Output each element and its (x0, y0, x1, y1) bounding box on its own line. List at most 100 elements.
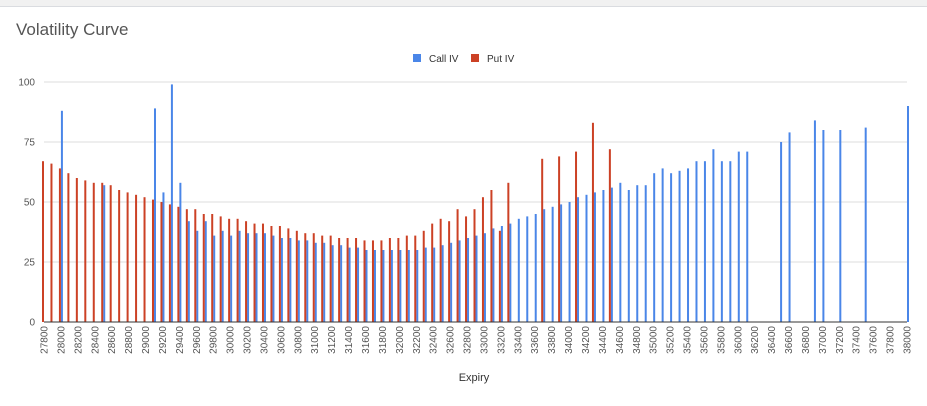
call-iv-bar-36000 (737, 151, 740, 322)
y-tick-label: 0 (29, 318, 35, 329)
put-iv-bar-32000 (397, 238, 400, 322)
x-tick-label: 33200 (496, 326, 507, 354)
x-tick-label: 34800 (632, 326, 643, 354)
x-tick-label: 29000 (141, 326, 152, 354)
put-iv-bar-30400 (261, 223, 264, 322)
put-iv-bar-29000 (143, 197, 146, 322)
put-iv-bar-29400 (177, 206, 180, 322)
call-iv-bar-38000 (907, 106, 909, 322)
put-iv-bar-32500 (439, 218, 442, 322)
call-iv-bar-36500 (780, 142, 783, 322)
call-iv-bar-29500 (187, 221, 190, 322)
x-tick-label: 35600 (699, 326, 710, 354)
put-iv-bar-31900 (388, 238, 391, 322)
call-iv-bar-37000 (822, 130, 825, 322)
call-iv-bar-35400 (687, 168, 690, 322)
put-iv-bar-28500 (101, 182, 104, 322)
call-iv-bar-33800 (551, 206, 554, 322)
put-iv-bar-31100 (321, 235, 324, 322)
put-iv-bar-31500 (355, 238, 358, 322)
call-iv-bar-30000 (230, 235, 233, 322)
call-iv-bar-34000 (568, 202, 571, 322)
y-axis-labels: 0 25 50 75 100 (18, 78, 35, 329)
call-iv-bar-31400 (348, 247, 351, 322)
put-iv-bar-29100 (151, 199, 154, 322)
call-iv-bar-33500 (526, 216, 529, 322)
call-iv-bar-34900 (644, 185, 647, 322)
call-iv-bar-35000 (653, 173, 656, 322)
call-iv-bar-31200 (331, 245, 334, 322)
x-tick-label: 36000 (733, 326, 744, 354)
call-iv-bar-35600 (703, 161, 706, 322)
x-tick-label: 29600 (192, 326, 203, 354)
call-iv-bar-33000 (483, 233, 486, 322)
x-tick-label: 37200 (835, 326, 846, 354)
call-iv-bar-34200 (585, 194, 588, 322)
x-tick-label: 31400 (344, 326, 355, 354)
put-iv-bar-28100 (67, 173, 70, 322)
call-iv-bar-31600 (365, 250, 368, 322)
x-tick-label: 29800 (209, 326, 220, 354)
y-tick-label: 50 (24, 198, 36, 209)
x-tick-label: 33600 (530, 326, 541, 354)
put-iv-bar-29800 (211, 214, 214, 322)
put-iv-bar-28000 (58, 168, 61, 322)
call-iv-bar-32000 (399, 250, 402, 322)
x-tick-label: 28800 (124, 326, 135, 354)
put-iv-bar-28900 (135, 194, 138, 322)
call-iv-bar-31300 (340, 245, 343, 322)
call-iv-bar-29900 (221, 230, 224, 322)
x-tick-label: 36800 (801, 326, 812, 354)
put-iv-bar-30000 (228, 218, 231, 322)
call-iv-bar-32800 (467, 238, 470, 322)
call-iv-bar-35300 (678, 170, 681, 322)
put-iv-bar-32400 (431, 223, 434, 322)
put-iv-bar-29700 (202, 214, 205, 322)
call-iv-bar-29200 (162, 192, 165, 322)
put-iv-bar-33900 (558, 156, 561, 322)
put-iv-bar-32800 (465, 216, 468, 322)
put-iv-bar-30500 (270, 226, 273, 322)
call-iv-bar-31500 (357, 247, 360, 322)
x-tick-label: 32200 (412, 326, 423, 354)
x-tick-label: 37400 (852, 326, 863, 354)
call-iv-bar-35900 (729, 161, 732, 322)
x-tick-label: 35200 (666, 326, 677, 354)
call-iv-bar-34700 (627, 190, 630, 322)
call-iv-bar-35100 (661, 168, 664, 322)
call-iv-bar-33700 (543, 209, 546, 322)
x-tick-label: 31000 (310, 326, 321, 354)
call-iv-bar-29800 (213, 235, 216, 322)
chart-title: Volatility Curve (16, 20, 129, 39)
put-iv-bar-29300 (168, 204, 171, 322)
put-iv-bar-30700 (287, 228, 290, 322)
put-iv-bar-31800 (380, 240, 383, 322)
call-iv-bar-34100 (577, 197, 580, 322)
x-tick-label: 35800 (716, 326, 727, 354)
call-iv-bar-34500 (610, 187, 613, 322)
call-iv-bar-30300 (255, 233, 258, 322)
call-iv-bar-29600 (196, 230, 199, 322)
x-tick-label: 33400 (513, 326, 524, 354)
put-iv-bar-30300 (253, 223, 256, 322)
call-iv-bar-35200 (670, 173, 673, 322)
x-tick-label: 34000 (564, 326, 575, 354)
x-tick-label: 30000 (226, 326, 237, 354)
call-iv-bar-30500 (272, 235, 275, 322)
call-iv-bar-36900 (813, 120, 816, 323)
x-tick-label: 28400 (90, 326, 101, 354)
put-iv-bar-34500 (608, 149, 611, 322)
call-iv-bar-28000 (60, 110, 63, 322)
bars (42, 84, 909, 323)
call-iv-bar-32200 (416, 250, 419, 322)
put-iv-bar-28600 (109, 185, 112, 322)
put-iv-bar-32200 (414, 235, 417, 322)
call-iv-bar-35800 (720, 161, 723, 322)
put-iv-bar-27800 (42, 161, 44, 322)
x-tick-label: 38000 (903, 326, 914, 354)
call-iv-bar-33900 (560, 204, 563, 322)
put-iv-bar-33200 (498, 230, 501, 322)
x-tick-label: 32400 (429, 326, 440, 354)
put-iv-bar-30900 (304, 233, 307, 322)
y-tick-label: 25 (24, 258, 36, 269)
